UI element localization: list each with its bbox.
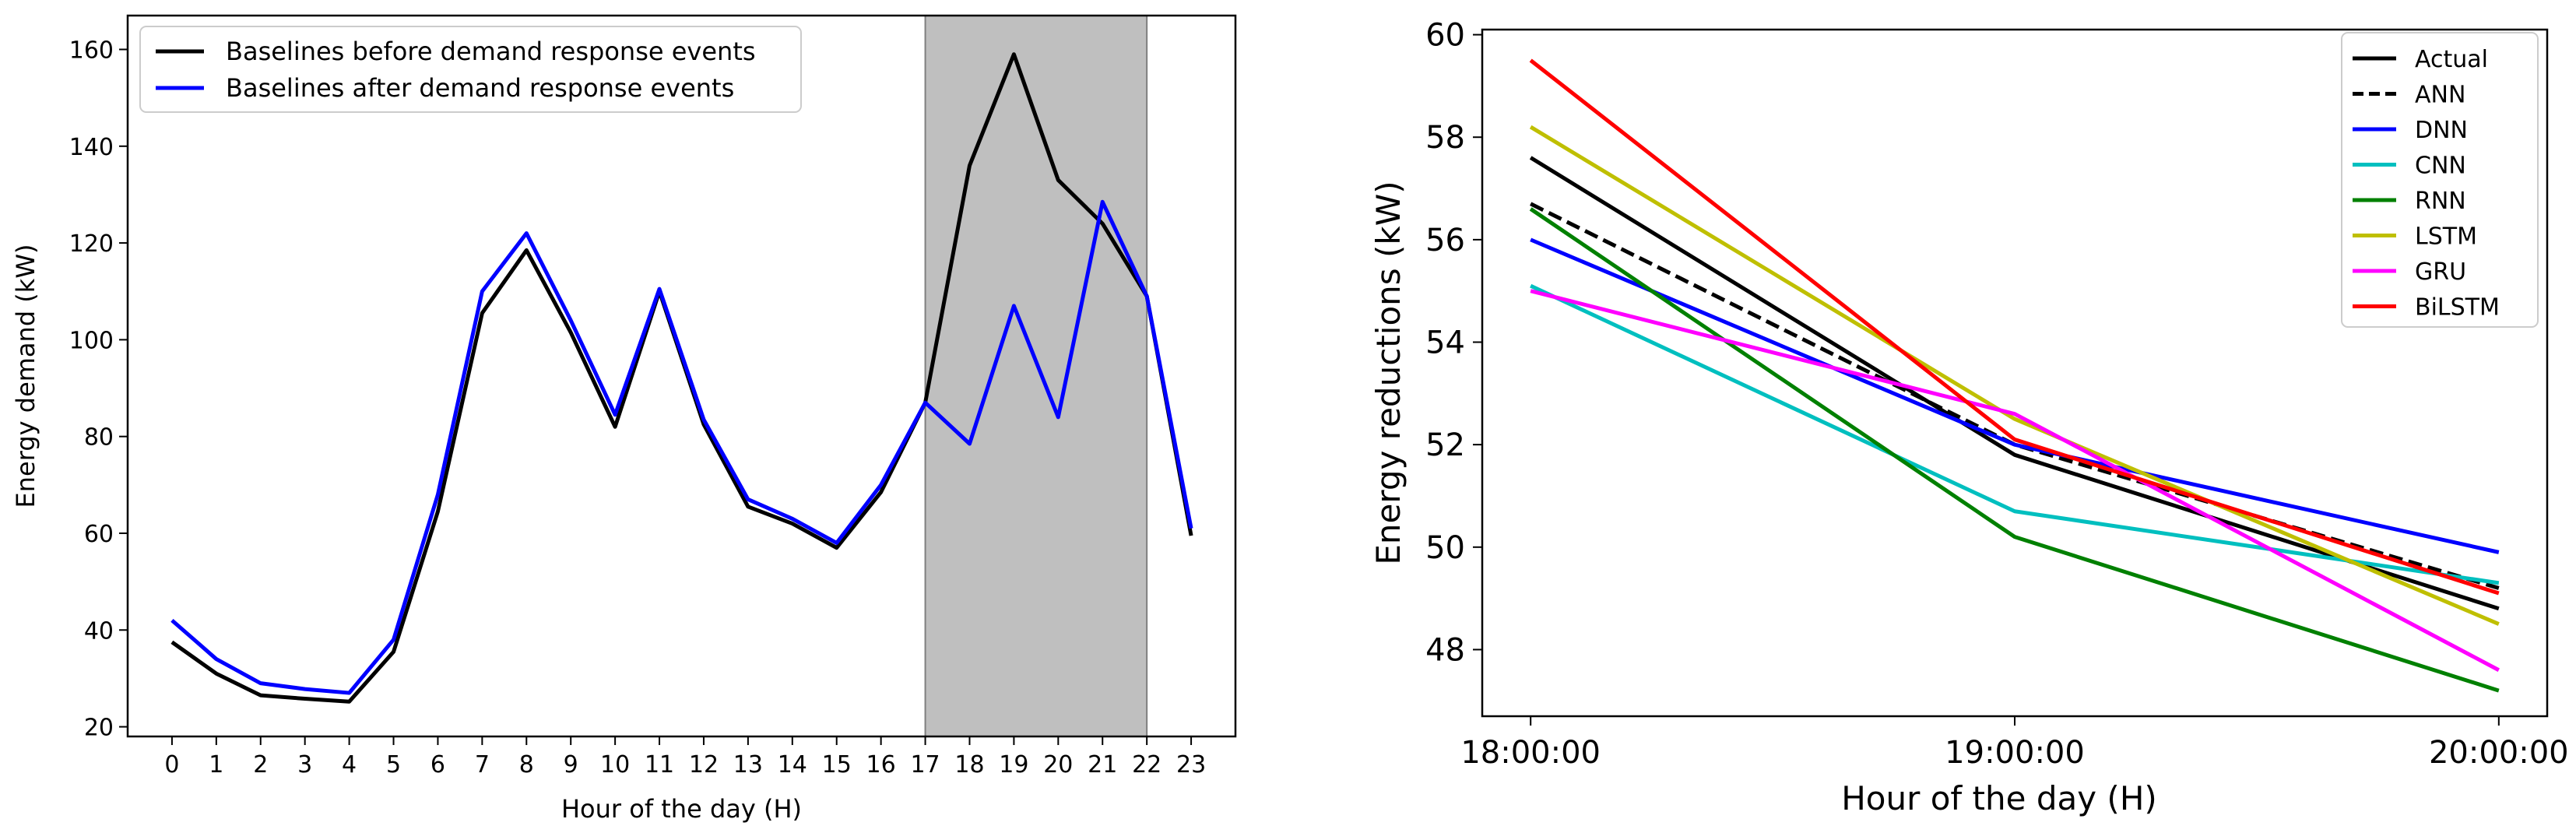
x-tick-label: 11 [645,751,674,779]
x-tick-label: 14 [778,751,807,779]
series-line-6 [1530,289,2500,672]
y-tick-label: 58 [1425,120,1465,156]
shaded-region [924,15,1148,737]
x-tick-label: 8 [519,751,534,779]
series-line-5 [1529,125,2500,626]
legend-label: LSTM [2415,223,2477,251]
series-line-3 [1530,283,2500,585]
y-tick-label: 140 [69,134,114,161]
x-axis-title: Hour of the day (H) [561,794,802,824]
x-tick-label: 3 [297,751,312,779]
y-tick-label: 52 [1425,427,1465,463]
legend: Actual ANN DNN CNN RNN LSTM GRU BiLSTM [2341,32,2539,328]
y-axis-title: Energy demand (kW) [11,244,40,508]
y-tick-label: 40 [84,617,114,645]
reduction-chart: 18:00:00 19:00:00 20:00:00 48 50 52 54 56 58 60 Ho… [1369,18,2569,817]
legend-label: ANN [2415,82,2465,109]
legend-label: RNN [2415,188,2466,215]
x-tick-label: 20:00:00 [2429,735,2569,771]
x-tick-label: 21 [1088,751,1117,779]
x-tick-label: 23 [1176,751,1206,779]
legend-label: Baselines after demand response events [226,73,734,103]
x-tick-label: 17 [910,751,940,779]
y-tick-label: 60 [84,521,114,548]
legend-box [2341,32,2539,328]
x-tick-label: 0 [164,751,179,779]
legend-box [139,26,802,113]
x-tick-label: 19 [999,751,1028,779]
x-tick-label: 1 [209,751,223,779]
y-tick-label: 54 [1425,325,1465,361]
legend: Baselines before demand response events B… [139,26,802,113]
x-tick-label: 12 [689,751,719,779]
series-line-1 [170,199,1193,695]
x-tick-label: 10 [600,751,630,779]
y-tick-label: 60 [1425,18,1465,54]
demand-chart: 0 1 2 3 4 5 6 7 8 9 10 11 12 13 14 15 16 17 18 19 20 21 22 2320… [11,14,1237,824]
series-line-4 [1529,207,2500,693]
y-tick-label: 160 [69,37,114,65]
x-tick-label: 22 [1132,751,1161,779]
x-tick-label: 9 [564,751,578,779]
x-tick-label: 2 [253,751,268,779]
plot-frame [126,14,1237,738]
y-tick-label: 50 [1425,530,1465,566]
y-tick-label: 56 [1425,223,1465,258]
legend-label: BiLSTM [2415,294,2500,322]
legend-label: CNN [2415,153,2466,180]
x-tick-label: 15 [822,751,852,779]
x-tick-label: 13 [733,751,763,779]
x-tick-label: 20 [1043,751,1073,779]
legend-label: DNN [2415,117,2468,144]
x-tick-label: 4 [342,751,357,779]
y-tick-label: 100 [69,327,114,354]
series-line-2 [1530,237,2500,554]
x-tick-label: 6 [431,751,445,779]
y-axis-title: Energy reductions (kW) [1369,181,1407,564]
x-tick-label: 16 [866,751,896,779]
legend-label: Baselines before demand response events [226,37,756,66]
x-tick-label: 5 [386,751,401,779]
legend-label: Actual [2415,46,2488,73]
x-axis-title: Hour of the day (H) [1841,779,2157,817]
x-tick-label: 18 [954,751,984,779]
x-tick-label: 7 [475,751,490,779]
y-tick-label: 20 [84,715,114,742]
y-tick-label: 48 [1425,632,1465,668]
series-line-7 [1529,58,2500,596]
y-tick-label: 120 [69,230,114,258]
x-tick-label: 18:00:00 [1460,735,1601,771]
y-tick-label: 80 [84,424,114,452]
x-tick-label: 19:00:00 [1945,735,2085,771]
legend-label: GRU [2415,258,2466,286]
